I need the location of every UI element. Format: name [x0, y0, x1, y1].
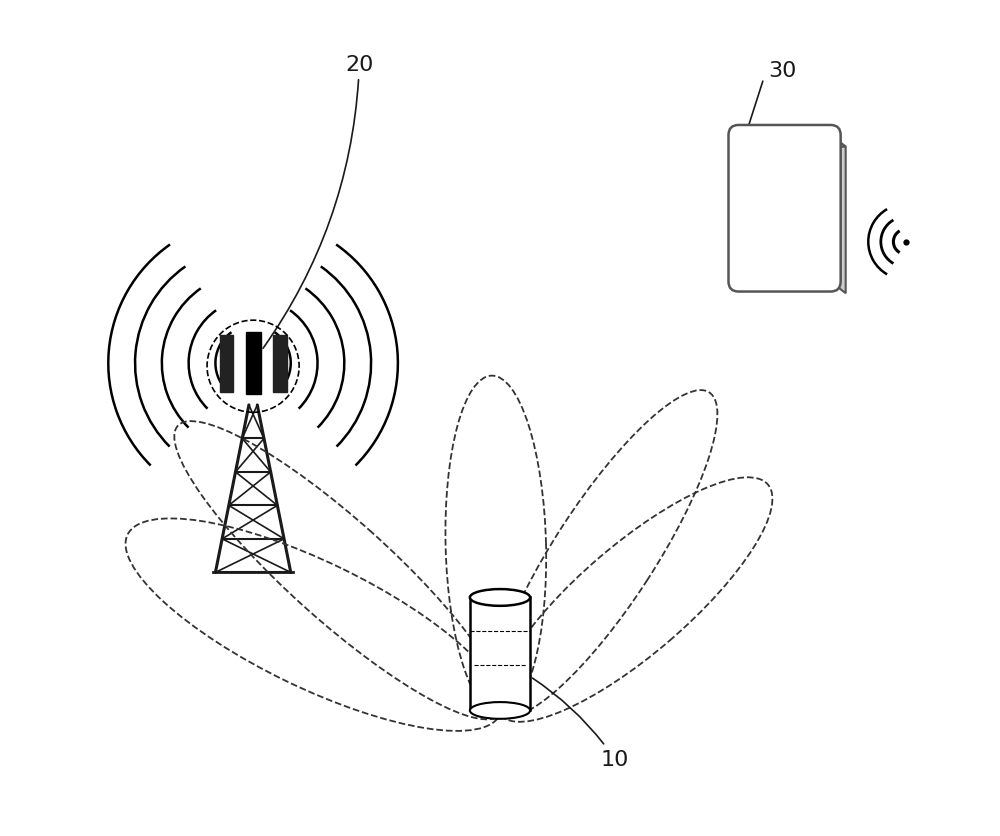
Text: 20: 20 [263, 55, 374, 349]
Bar [220, 336, 233, 393]
Polygon shape [831, 135, 846, 294]
Ellipse shape [470, 702, 530, 719]
Bar [470, 598, 530, 711]
Polygon shape [739, 135, 846, 147]
Bar [273, 336, 287, 393]
FancyBboxPatch shape [729, 126, 841, 293]
Bar [246, 332, 261, 395]
Ellipse shape [470, 589, 530, 606]
Text: 30: 30 [768, 61, 796, 81]
Text: 10: 10 [532, 678, 629, 769]
